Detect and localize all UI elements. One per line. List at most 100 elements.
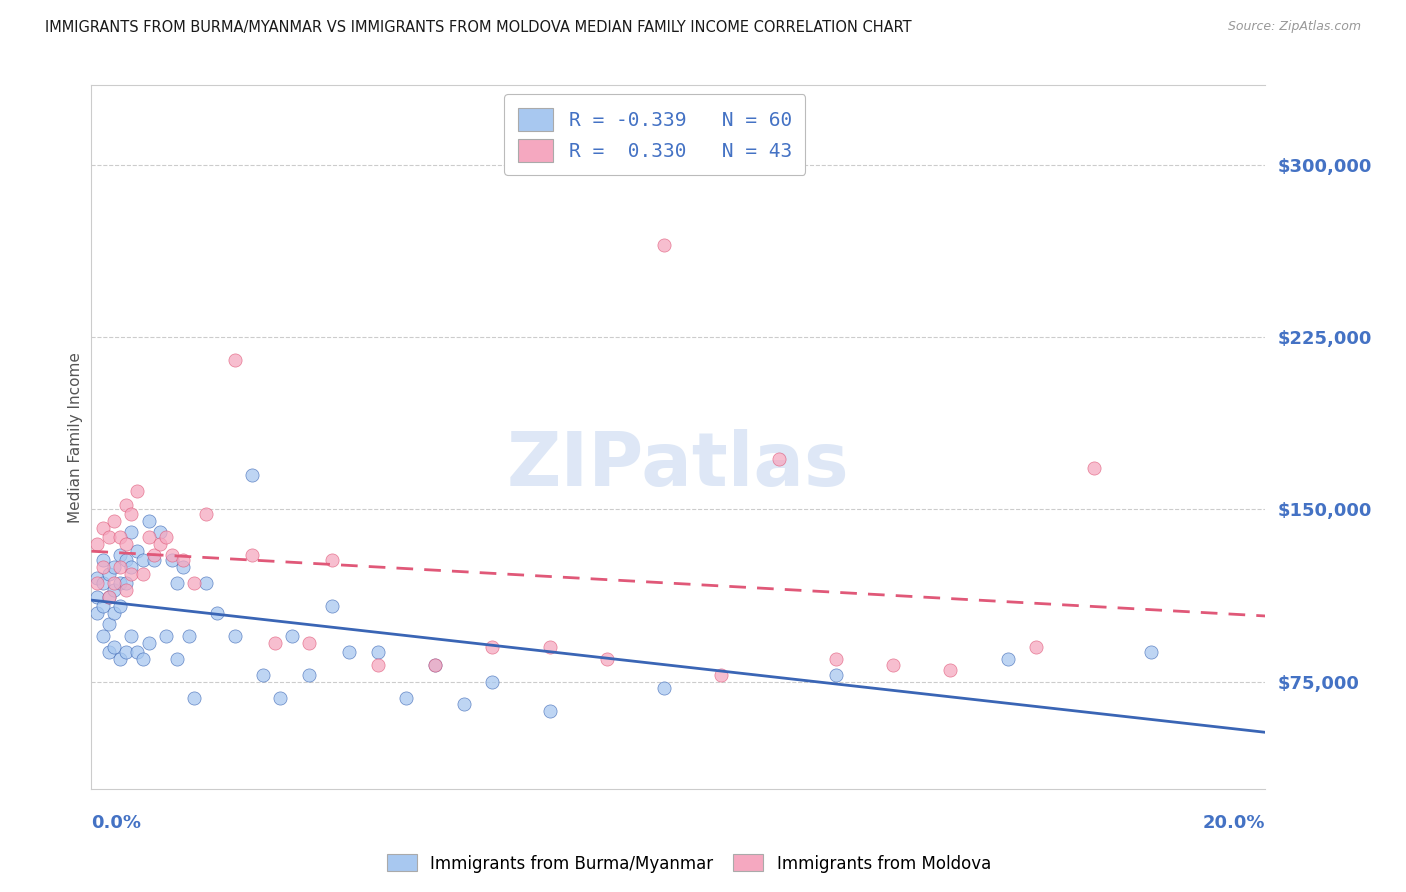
Point <box>596 651 619 665</box>
Point <box>138 635 160 649</box>
Point <box>172 559 194 574</box>
Y-axis label: Median Family Income: Median Family Income <box>67 351 83 523</box>
Point <box>86 590 108 604</box>
Point <box>114 537 136 551</box>
Point <box>121 629 143 643</box>
Point <box>114 582 136 597</box>
Point <box>321 599 343 613</box>
Point <box>207 606 229 620</box>
Point <box>91 521 114 535</box>
Point <box>155 530 177 544</box>
Point <box>108 599 131 613</box>
Point <box>453 698 475 712</box>
Point <box>240 549 263 563</box>
Point <box>825 667 848 681</box>
Point <box>269 690 291 705</box>
Point <box>768 451 790 466</box>
Text: 20.0%: 20.0% <box>1204 814 1265 831</box>
Legend: R = -0.339   N = 60, R =  0.330   N = 43: R = -0.339 N = 60, R = 0.330 N = 43 <box>505 95 806 176</box>
Point <box>177 629 200 643</box>
Point <box>86 575 108 590</box>
Point <box>481 674 503 689</box>
Point <box>160 549 183 563</box>
Point <box>103 559 125 574</box>
Point <box>91 559 114 574</box>
Point <box>91 629 114 643</box>
Point <box>97 617 120 632</box>
Point <box>240 467 263 482</box>
Point <box>281 629 304 643</box>
Point <box>183 575 205 590</box>
Text: Source: ZipAtlas.com: Source: ZipAtlas.com <box>1227 20 1361 33</box>
Point <box>423 658 446 673</box>
Text: 0.0%: 0.0% <box>91 814 142 831</box>
Point <box>86 571 108 585</box>
Point <box>97 590 120 604</box>
Point <box>86 537 108 551</box>
Point <box>367 658 389 673</box>
Point <box>149 525 172 540</box>
Point <box>1025 640 1047 654</box>
Point <box>423 658 446 673</box>
Point <box>138 530 160 544</box>
Point <box>86 606 108 620</box>
Point <box>224 629 246 643</box>
Point <box>155 629 177 643</box>
Point <box>127 543 149 558</box>
Point <box>166 575 188 590</box>
Point <box>103 606 125 620</box>
Point <box>138 514 160 528</box>
Point <box>108 651 131 665</box>
Point <box>337 645 360 659</box>
Point <box>183 690 205 705</box>
Point <box>132 651 155 665</box>
Point <box>224 353 246 368</box>
Point <box>538 705 561 719</box>
Point <box>172 553 194 567</box>
Point <box>108 575 131 590</box>
Point <box>143 549 166 563</box>
Point <box>997 651 1019 665</box>
Point <box>321 553 343 567</box>
Point <box>127 483 149 498</box>
Point <box>166 651 188 665</box>
Point <box>91 599 114 613</box>
Point <box>121 559 143 574</box>
Point <box>882 658 904 673</box>
Point <box>710 667 733 681</box>
Point <box>97 566 120 581</box>
Point <box>143 553 166 567</box>
Point <box>91 553 114 567</box>
Point <box>149 537 172 551</box>
Point <box>103 640 125 654</box>
Point <box>298 667 321 681</box>
Point <box>91 575 114 590</box>
Point <box>103 575 125 590</box>
Point <box>395 690 418 705</box>
Point <box>194 507 217 521</box>
Point <box>97 645 120 659</box>
Point <box>108 530 131 544</box>
Point <box>132 553 155 567</box>
Point <box>121 566 143 581</box>
Point <box>939 663 962 677</box>
Point <box>121 507 143 521</box>
Point <box>652 681 675 696</box>
Point <box>108 559 131 574</box>
Point <box>97 590 120 604</box>
Point <box>298 635 321 649</box>
Point <box>108 549 131 563</box>
Point <box>121 525 143 540</box>
Point <box>160 553 183 567</box>
Point <box>481 640 503 654</box>
Point <box>97 530 120 544</box>
Point <box>252 667 274 681</box>
Legend: Immigrants from Burma/Myanmar, Immigrants from Moldova: Immigrants from Burma/Myanmar, Immigrant… <box>380 847 998 880</box>
Point <box>1140 645 1163 659</box>
Point <box>1083 461 1105 475</box>
Point <box>263 635 285 649</box>
Point <box>652 238 675 252</box>
Point <box>103 514 125 528</box>
Point <box>194 575 217 590</box>
Point <box>114 498 136 512</box>
